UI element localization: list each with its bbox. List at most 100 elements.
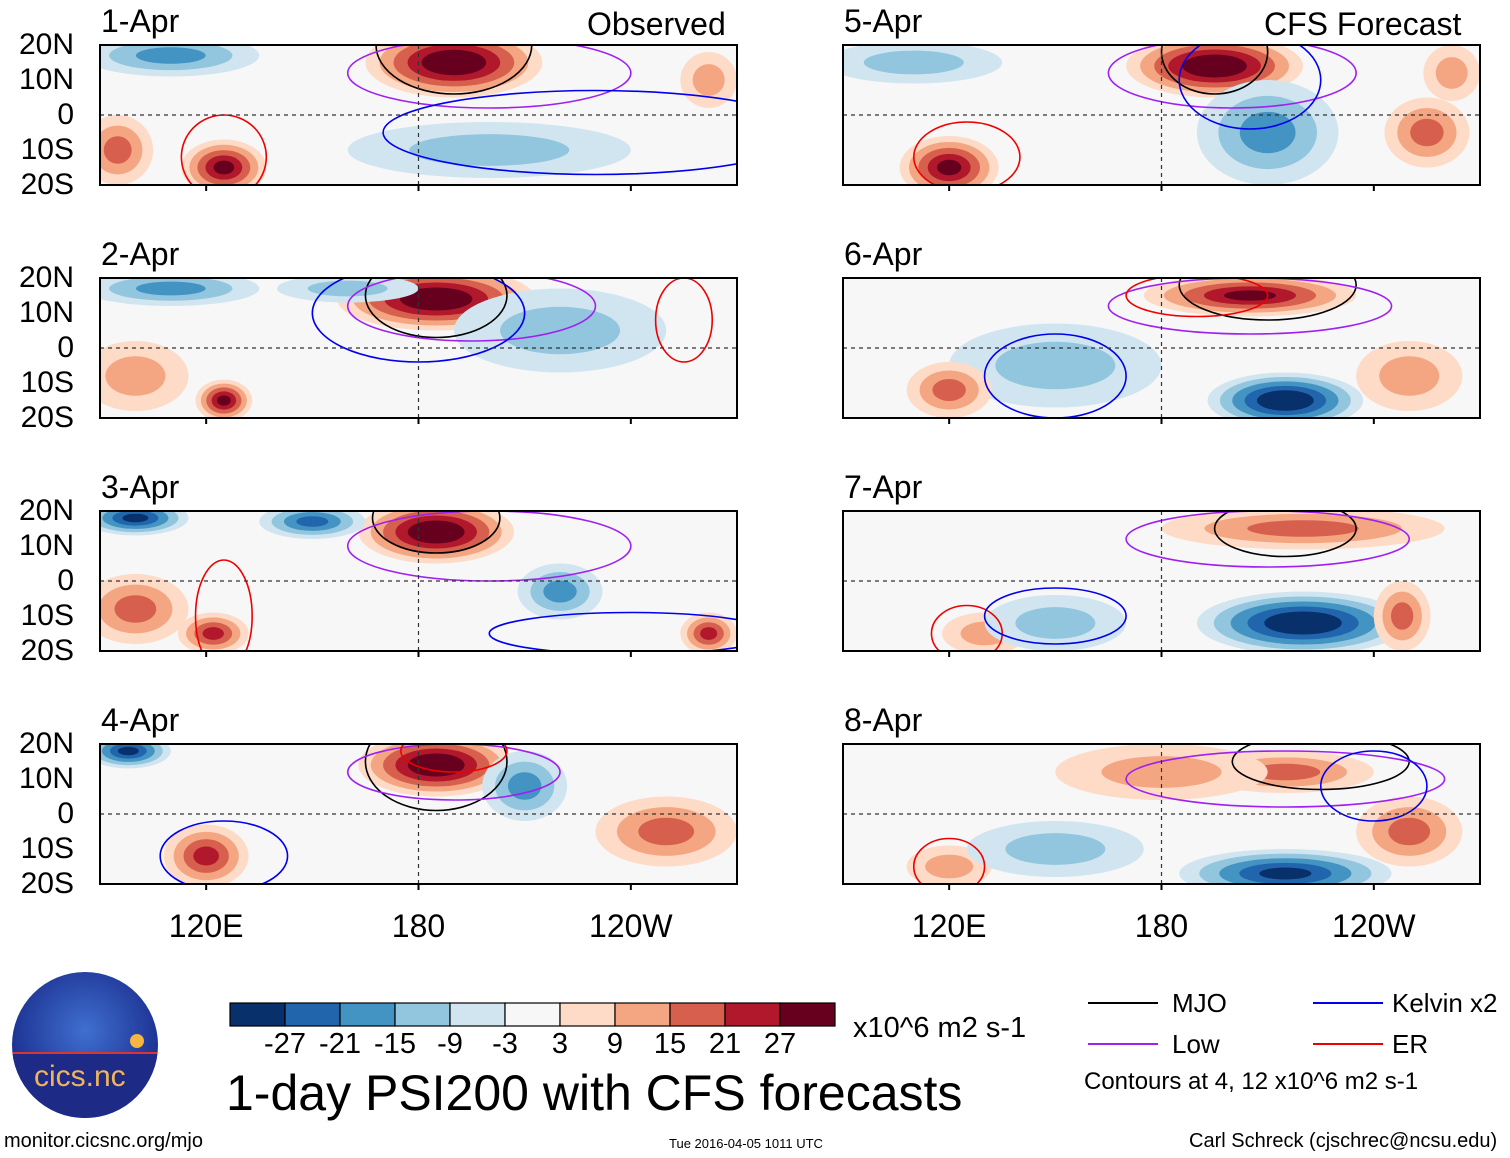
anomaly-shading bbox=[925, 854, 974, 879]
er-contour bbox=[400, 744, 508, 773]
anomaly-shading bbox=[216, 395, 231, 406]
panel-7-Apr bbox=[843, 511, 1480, 651]
panel-date: 4-Apr bbox=[101, 702, 180, 738]
panel-date: 6-Apr bbox=[844, 236, 923, 272]
er-contour bbox=[654, 278, 714, 363]
lat-label: 10N bbox=[18, 529, 74, 562]
logo-mountains bbox=[12, 1052, 158, 1118]
lat-label: 20N bbox=[18, 261, 74, 294]
panel-date: 2-Apr bbox=[101, 236, 180, 272]
contours-note: Contours at 4, 12 x10^6 m2 s-1 bbox=[1084, 1068, 1419, 1095]
colorbar-tick: -9 bbox=[437, 1028, 463, 1060]
lat-label: 10S bbox=[20, 599, 74, 632]
anomaly-shading bbox=[1435, 57, 1468, 89]
legend-er: ER bbox=[1392, 1029, 1429, 1059]
anomaly-shading bbox=[122, 513, 149, 523]
logo-text: cics.nc bbox=[34, 1060, 126, 1093]
kelvin-contour bbox=[1319, 750, 1428, 822]
low-contour bbox=[1125, 511, 1410, 568]
anomaly-shading bbox=[995, 341, 1116, 390]
low-contour bbox=[346, 278, 597, 342]
panel-date: 1-Apr bbox=[101, 3, 180, 39]
colorbar-swatch bbox=[284, 1002, 341, 1027]
lat-label: 10S bbox=[20, 832, 74, 865]
er-contour bbox=[1125, 278, 1269, 318]
lat-label: 20S bbox=[20, 634, 74, 667]
colorbar-swatch bbox=[394, 1002, 451, 1027]
anomaly-shading bbox=[296, 516, 329, 527]
lat-label: 10N bbox=[18, 762, 74, 795]
colorbar-swatch bbox=[669, 1002, 726, 1027]
lat-label: 20N bbox=[18, 494, 74, 527]
anomaly-shading bbox=[415, 292, 457, 306]
anomaly-shading bbox=[435, 55, 473, 70]
panel-4-Apr bbox=[100, 744, 737, 884]
panel-date: 5-Apr bbox=[844, 3, 923, 39]
anomaly-shading bbox=[1269, 394, 1302, 407]
anomaly-shading bbox=[420, 525, 453, 539]
anomaly-shading bbox=[409, 134, 570, 166]
colorbar-swatch bbox=[724, 1002, 781, 1027]
panel-date: 3-Apr bbox=[101, 469, 180, 505]
anomaly-shading bbox=[700, 627, 718, 640]
kelvin-contour bbox=[159, 820, 289, 884]
er-contour bbox=[912, 121, 1021, 185]
er-contour bbox=[930, 604, 1004, 651]
kelvin-contour bbox=[1178, 45, 1322, 130]
colorbar-tick: -3 bbox=[492, 1028, 518, 1060]
anomaly-shading bbox=[1005, 833, 1106, 865]
colorbar-swatch bbox=[559, 1002, 616, 1027]
panel-date: 8-Apr bbox=[844, 702, 923, 738]
mjo-contour bbox=[364, 744, 508, 812]
low-contour bbox=[346, 744, 561, 801]
anomaly-shading bbox=[1388, 817, 1431, 846]
cics-logo: cics.nc bbox=[12, 972, 158, 1118]
anomaly-shading bbox=[103, 136, 132, 164]
lat-label: 0 bbox=[57, 797, 74, 830]
legend-mjo: MJO bbox=[1172, 988, 1227, 1018]
footer-url[interactable]: monitor.cicsnc.org/mjo bbox=[4, 1130, 203, 1152]
anomaly-shading bbox=[1247, 520, 1359, 537]
lat-label: 0 bbox=[57, 98, 74, 131]
low-contour bbox=[1107, 45, 1357, 109]
footer-author: Carl Schreck (cjschrec@ncsu.edu) bbox=[1189, 1130, 1498, 1152]
anomaly-shading bbox=[1410, 118, 1444, 147]
colorbar-tick: -15 bbox=[374, 1028, 416, 1060]
anomaly-shading bbox=[1259, 867, 1312, 880]
lat-label: 20S bbox=[20, 401, 74, 434]
anomaly-shading bbox=[692, 64, 725, 96]
lat-label: 0 bbox=[57, 564, 74, 597]
anomaly-shading bbox=[932, 378, 966, 402]
colorbar-swatch bbox=[504, 1002, 561, 1027]
lon-label: 120E bbox=[911, 908, 987, 944]
panel-5-Apr bbox=[843, 45, 1480, 185]
anomaly-shading bbox=[937, 159, 962, 176]
anomaly-shading bbox=[135, 281, 206, 296]
colorbar-tick: -27 bbox=[264, 1028, 306, 1060]
lat-label: 20N bbox=[18, 28, 74, 61]
legend-low-line bbox=[1088, 1043, 1158, 1045]
lat-label: 20N bbox=[18, 727, 74, 760]
panel-date: 7-Apr bbox=[844, 469, 923, 505]
anomaly-shading bbox=[1015, 607, 1096, 639]
mjo-contour bbox=[1213, 511, 1357, 558]
anomaly-shading bbox=[507, 772, 542, 800]
anomaly-shading bbox=[1223, 290, 1277, 301]
anomaly-shading bbox=[202, 627, 224, 640]
kelvin-contour bbox=[983, 333, 1127, 418]
anomaly-shading bbox=[1239, 111, 1296, 154]
colorbar-swatch bbox=[779, 1002, 836, 1027]
panel-6-Apr bbox=[843, 278, 1480, 418]
anomaly-shading bbox=[543, 580, 577, 603]
anomaly-shading bbox=[1379, 356, 1440, 396]
er-contour bbox=[194, 559, 253, 651]
lat-label: 20S bbox=[20, 168, 74, 201]
lat-label: 10S bbox=[20, 133, 74, 166]
lat-label: 10N bbox=[18, 296, 74, 329]
lat-label: 20S bbox=[20, 867, 74, 900]
colorbar-tick: 15 bbox=[653, 1028, 687, 1060]
er-contour bbox=[912, 837, 986, 884]
lon-label: 120W bbox=[589, 908, 673, 944]
colorbar-tick: 9 bbox=[606, 1028, 624, 1060]
